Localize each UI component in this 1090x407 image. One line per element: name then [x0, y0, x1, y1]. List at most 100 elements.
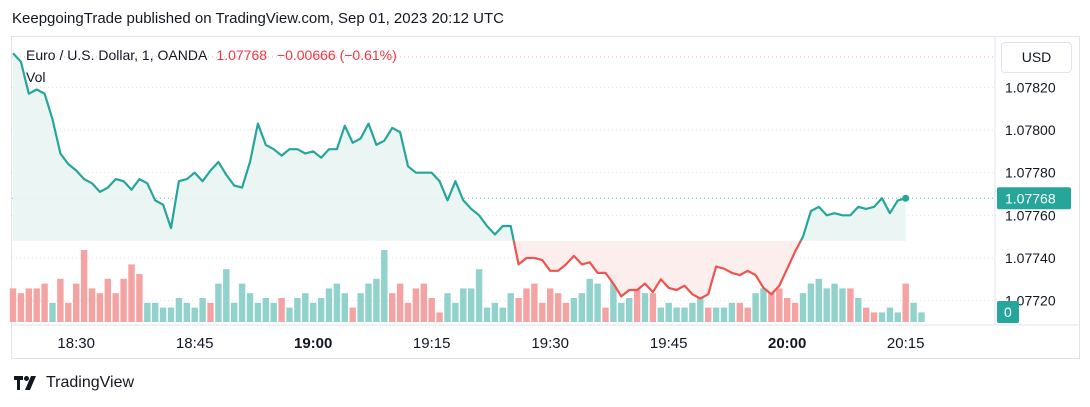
volume-bar [720, 307, 728, 322]
volume-bar [863, 307, 870, 322]
volume-bar [515, 298, 522, 322]
price-point [91, 183, 92, 184]
volume-indicator-label[interactable]: Vol [26, 69, 46, 85]
price-point [265, 144, 266, 145]
price-point [771, 294, 772, 295]
price-point [84, 178, 85, 179]
volume-bar [665, 302, 672, 322]
price-point [826, 215, 827, 216]
volume-bar [847, 288, 854, 322]
chart-frame [11, 36, 1080, 359]
price-point [447, 200, 448, 201]
price-point [526, 257, 527, 258]
volume-bar [428, 298, 435, 322]
volume-bar [357, 293, 364, 322]
tradingview-brand: TradingView [46, 374, 135, 391]
price-point [858, 206, 859, 207]
price-point [305, 153, 306, 154]
price-point [415, 172, 416, 173]
price-point [115, 178, 116, 179]
volume-bar [191, 307, 198, 322]
volume-bar [436, 312, 443, 322]
price-point [297, 149, 298, 150]
x-tick-label: 20:00 [768, 335, 806, 352]
price-point [36, 89, 37, 90]
volume-bar [681, 307, 688, 322]
price-point [866, 208, 867, 209]
last-price-marker [902, 194, 910, 202]
price-point [621, 296, 622, 297]
volume-bar [389, 293, 396, 322]
volume-bar [468, 288, 475, 322]
volume-bar [73, 283, 80, 322]
volume-bar [349, 307, 356, 322]
price-point [218, 161, 219, 162]
area-fill-above [13, 53, 906, 241]
volume-bar [523, 288, 530, 322]
price-point [226, 174, 227, 175]
price-point [249, 161, 250, 162]
price-point [52, 119, 53, 120]
price-point [613, 283, 614, 284]
volume-bar [136, 274, 143, 322]
volume-bar [570, 298, 578, 322]
volume-bar [452, 302, 459, 322]
price-point [558, 270, 559, 271]
currency-button[interactable]: USD [1001, 42, 1072, 73]
price-point [147, 183, 148, 184]
price-point [242, 187, 243, 188]
price-point [565, 264, 566, 265]
price-point [708, 294, 709, 295]
price-point [321, 157, 322, 158]
price-point [471, 208, 472, 209]
price-point [518, 264, 519, 265]
price-point [644, 283, 645, 284]
price-point [779, 285, 780, 286]
x-tick-label: 19:45 [650, 335, 688, 352]
volume-bar [602, 307, 609, 322]
price-point [107, 187, 108, 188]
volume-bar [412, 288, 420, 322]
volume-bar [270, 302, 277, 322]
volume-bar [254, 302, 262, 322]
y-tick-label: 1.07800 [1005, 122, 1056, 138]
area-fill-below [513, 240, 801, 299]
price-point [328, 149, 329, 150]
price-point [194, 172, 195, 173]
volume-bar [373, 278, 380, 322]
price-point [186, 178, 187, 179]
volume-bar [96, 293, 104, 322]
price-point [392, 127, 393, 128]
price-point [463, 200, 464, 201]
price-point [28, 93, 29, 94]
price-point [384, 140, 385, 141]
price-point [676, 289, 677, 290]
price-point [700, 298, 701, 299]
volume-bar [744, 307, 751, 322]
volume-bar [183, 302, 190, 322]
symbol-name[interactable]: Euro / U.S. Dollar, 1, OANDA [26, 47, 207, 63]
volume-bar [586, 278, 593, 322]
price-point [44, 93, 45, 94]
price-point [344, 125, 345, 126]
tradingview-footer[interactable]: TradingView [14, 374, 134, 392]
price-point [550, 270, 551, 271]
price-point [273, 149, 274, 150]
price-point [431, 172, 432, 173]
volume-bar [610, 274, 617, 322]
x-tick-label: 19:00 [294, 335, 332, 352]
price-point [455, 181, 456, 182]
price-point [874, 206, 875, 207]
volume-bar [886, 307, 894, 322]
volume-bar [475, 269, 483, 322]
grid-lines [12, 36, 1080, 326]
price-point [60, 153, 61, 154]
volume-bar [554, 293, 562, 322]
y-tick-label: 1.07760 [1005, 207, 1056, 223]
volume-bar [728, 302, 736, 322]
price-point [289, 149, 290, 150]
symbol-legend[interactable]: Euro / U.S. Dollar, 1, OANDA 1.07768 −0.… [26, 47, 397, 63]
price-point [407, 166, 408, 167]
volume-bar [657, 307, 664, 322]
